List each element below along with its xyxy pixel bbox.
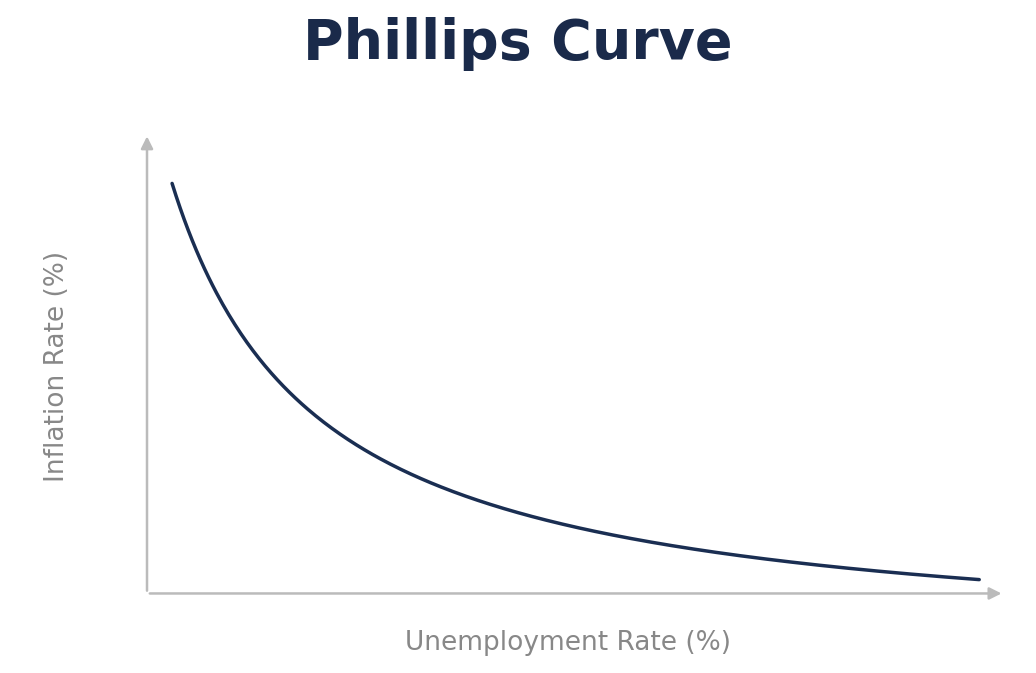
Text: Inflation Rate (%): Inflation Rate (%)	[44, 251, 69, 482]
Text: Unemployment Rate (%): Unemployment Rate (%)	[405, 631, 731, 656]
Title: Phillips Curve: Phillips Curve	[304, 17, 732, 71]
